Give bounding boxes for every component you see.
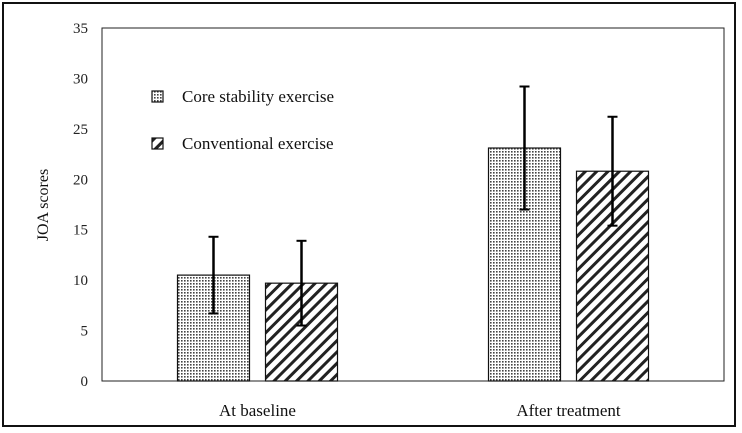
x-category-label: After treatment (516, 401, 621, 420)
y-tick-label: 10 (73, 273, 88, 289)
x-category-label: At baseline (219, 401, 296, 420)
plot-area (101, 27, 725, 382)
legend-label: Conventional exercise (182, 134, 334, 153)
y-tick-label: 30 (73, 71, 88, 87)
error-bars (208, 85, 618, 327)
x-axis-categories: At baseline After treatment (219, 401, 621, 420)
y-tick-label: 15 (73, 223, 88, 239)
y-tick-label: 35 (73, 21, 88, 37)
bars (176, 147, 650, 382)
legend-label: Core stability exercise (182, 87, 334, 106)
chart-frame: 0 5 10 15 20 25 30 35 At baseline After treatmen… (2, 2, 736, 427)
plot-border (101, 27, 725, 382)
y-tick-label: 25 (73, 122, 88, 138)
y-tick-label: 0 (81, 374, 89, 390)
y-axis-ticks: 0 5 10 15 20 25 30 35 (73, 21, 88, 390)
legend-swatch (151, 90, 164, 103)
y-tick-label: 20 (73, 172, 88, 188)
bar-chart: 0 5 10 15 20 25 30 35 At baseline After treatmen… (35, 21, 725, 420)
y-tick-label: 5 (81, 324, 89, 340)
y-axis-label: JOA scores (35, 169, 52, 241)
legend-swatch (151, 137, 164, 150)
legend: Core stability exercise Conventional exer… (151, 87, 334, 153)
